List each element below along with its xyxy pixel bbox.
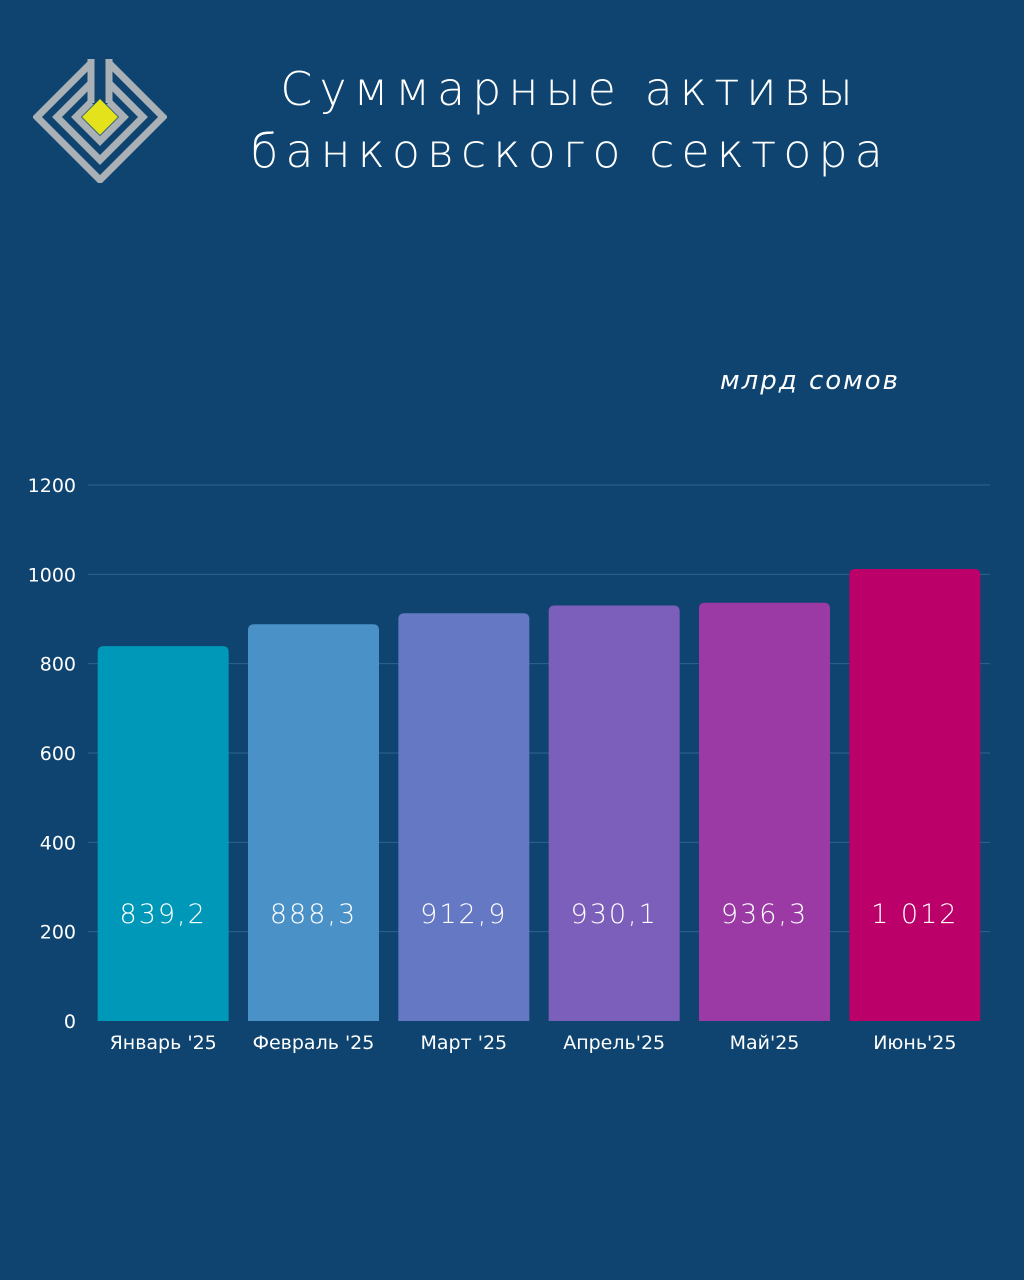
bar-value-label: 936,3 bbox=[721, 899, 808, 930]
bar bbox=[548, 605, 680, 1021]
x-tick-label: Январь '25 bbox=[110, 1032, 217, 1054]
x-tick-label: Март '25 bbox=[421, 1032, 508, 1054]
x-tick-label: Май'25 bbox=[730, 1032, 800, 1054]
y-tick-label: 1000 bbox=[28, 564, 76, 586]
bar-value-label: 1 012 bbox=[871, 899, 958, 930]
unit-label: млрд сомов bbox=[719, 366, 901, 396]
bar-value-label: 912,9 bbox=[420, 899, 507, 930]
y-tick-label: 400 bbox=[40, 832, 76, 854]
x-tick-label: Июнь'25 bbox=[873, 1032, 956, 1054]
y-tick-label: 200 bbox=[40, 922, 76, 944]
x-tick-label: Февраль '25 bbox=[253, 1032, 375, 1054]
bar bbox=[699, 602, 830, 1021]
logo-icon bbox=[33, 59, 167, 183]
bar bbox=[248, 624, 379, 1021]
bar-value-label: 888,3 bbox=[270, 899, 357, 930]
bar-value-label: 839,2 bbox=[120, 899, 207, 930]
x-tick-label: Апрель'25 bbox=[563, 1032, 665, 1054]
title-line-2: банковского сектора bbox=[250, 124, 890, 178]
title-line-1: Суммарные активы bbox=[280, 62, 860, 116]
y-tick-label: 600 bbox=[40, 743, 76, 765]
y-tick-label: 800 bbox=[40, 654, 76, 676]
bar bbox=[97, 646, 229, 1021]
y-tick-label: 1200 bbox=[28, 475, 76, 497]
bar bbox=[398, 613, 530, 1021]
y-tick-label: 0 bbox=[64, 1011, 76, 1033]
page-title: Суммарные активы банковского сектора bbox=[190, 58, 950, 182]
bar bbox=[849, 568, 981, 1021]
bar-value-label: 930,1 bbox=[571, 899, 658, 930]
